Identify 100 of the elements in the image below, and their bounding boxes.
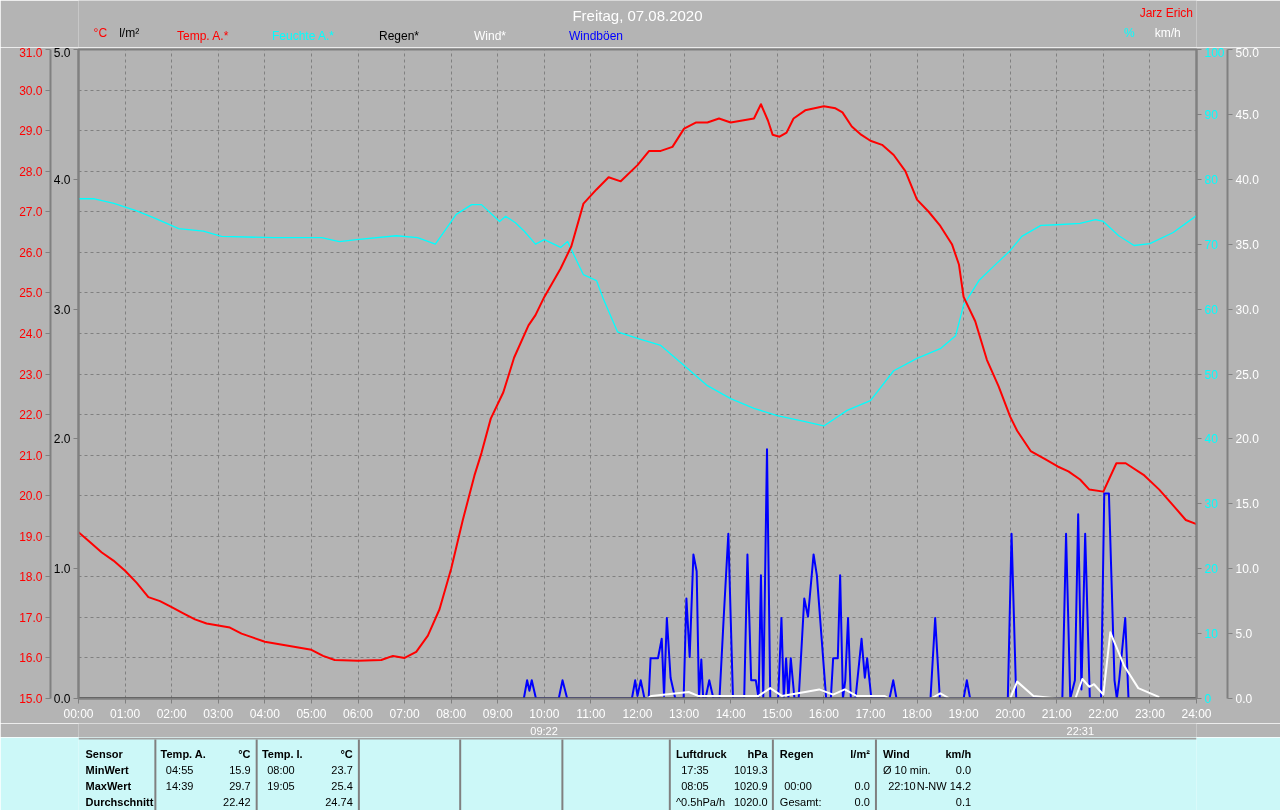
text: 5.0 <box>53 45 71 60</box>
y-tick-label: 31.0 <box>19 45 43 60</box>
y3-tick-label: 10.0 <box>1235 562 1260 577</box>
text: MinWert <box>85 763 130 776</box>
y2-tick-label: 50 <box>1204 367 1219 382</box>
text: Jarz Erich <box>1139 5 1194 20</box>
y-tick-label: 20.0 <box>19 489 43 504</box>
text: Feuchte A.* <box>272 29 335 43</box>
y-tick-label: 28.0 <box>19 164 43 179</box>
text: hPa <box>747 747 769 760</box>
text: Gesamt: <box>779 795 822 808</box>
text: Windböen <box>569 29 624 43</box>
x-tick-label: 13:00 <box>669 706 700 721</box>
text: 09:22 <box>530 724 558 737</box>
text: Temp. A.* <box>177 29 229 43</box>
y3-tick-label: 35.0 <box>1235 237 1260 252</box>
text: 1020.9 <box>734 779 768 792</box>
y-tick-label: 26.0 <box>19 245 43 260</box>
text: 0.0 <box>854 779 870 792</box>
text: l/m² <box>119 25 140 40</box>
text: 22:10 <box>888 779 916 792</box>
x-tick-label: 12:00 <box>622 706 653 721</box>
y3-tick-label: 15.0 <box>1235 497 1260 512</box>
text: 23.7 <box>331 763 353 776</box>
text: 1019.3 <box>734 763 768 776</box>
y3-tick-label: 40.0 <box>1235 172 1260 187</box>
x-tick-label: 22:00 <box>1088 706 1119 721</box>
y3-axis-title: km/h <box>1154 25 1181 40</box>
x-tick-label: 23:00 <box>1134 706 1166 721</box>
text: °C <box>340 747 353 760</box>
text: 0.0 <box>854 795 870 808</box>
text: 1.0 <box>53 562 71 577</box>
x-tick-label: 04:00 <box>249 706 281 721</box>
text: l/m² <box>850 747 871 760</box>
text: 22.42 <box>223 795 251 808</box>
y2-tick-label: 10 <box>1204 627 1219 642</box>
y3-tick-label: 50.0 <box>1235 45 1260 60</box>
x-tick-label: 00:00 <box>63 706 94 721</box>
x-tick-label: 01:00 <box>110 706 141 721</box>
y2-tick-label: 60 <box>1204 302 1219 317</box>
text: MaxWert <box>85 779 132 792</box>
x-tick-label: 21:00 <box>1041 706 1073 721</box>
x-tick-label: 08:00 <box>436 706 467 721</box>
y2-axis-title: % <box>1123 25 1135 40</box>
y2-tick-label: 20 <box>1204 562 1219 577</box>
x-tick-label: 06:00 <box>342 706 374 721</box>
x-tick-label: 11:00 <box>576 706 606 721</box>
x-tick-label: 10:00 <box>529 706 560 721</box>
text: 08:00 <box>267 763 295 776</box>
x-tick-label: 03:00 <box>203 706 234 721</box>
text: Wind* <box>474 29 507 43</box>
text: Temp. A. <box>160 747 206 760</box>
y2-tick-label: 70 <box>1204 237 1219 252</box>
text: 1020.0 <box>734 795 768 808</box>
text: 15.9 <box>229 763 251 776</box>
text: Sensor <box>85 747 124 760</box>
y-tick-label: 15.0 <box>19 692 43 706</box>
text: 25.4 <box>331 779 353 792</box>
text: 0.0 <box>53 692 71 706</box>
y-tick-label: 27.0 <box>19 205 43 220</box>
x-tick-label: 02:00 <box>156 706 188 721</box>
text: Regen <box>779 747 814 760</box>
text: ^0.5hPa/h <box>675 795 726 808</box>
y2-tick-label: 0 <box>1204 692 1212 706</box>
text: Wind <box>882 747 910 760</box>
y-tick-label: 17.0 <box>19 610 43 625</box>
x-tick-label: 15:00 <box>762 706 793 721</box>
text: 29.7 <box>229 779 251 792</box>
y2-tick-label: 30 <box>1204 497 1219 512</box>
text: N-NW 14.2 <box>916 779 972 792</box>
y-tick-label: 19.0 <box>19 529 43 544</box>
y-tick-label: 22.0 <box>19 408 43 423</box>
x-tick-label: 19:00 <box>948 706 979 721</box>
y-tick-label: 24.0 <box>19 326 43 341</box>
y3-tick-label: 45.0 <box>1235 107 1260 122</box>
text: km/h <box>945 747 972 760</box>
text: 3.0 <box>53 302 71 317</box>
y-tick-label: 29.0 <box>19 124 43 139</box>
x-tick-label: 14:00 <box>715 706 747 721</box>
x-tick-label: 17:00 <box>855 706 886 721</box>
chart-title: Freitag, 07.08.2020 <box>572 7 703 24</box>
text: 17:35 <box>681 763 709 776</box>
y3-tick-label: 20.0 <box>1235 432 1260 447</box>
x-tick-label: 18:00 <box>901 706 933 721</box>
y2-tick-label: 40 <box>1204 432 1219 447</box>
text: 0.1 <box>955 795 972 808</box>
y3-tick-label: 5.0 <box>1235 627 1253 642</box>
text: 08:05 <box>681 779 709 792</box>
y-tick-label: 23.0 <box>19 367 43 382</box>
text: °C <box>238 747 251 760</box>
text: 00:00 <box>784 779 812 792</box>
x-tick-label: 05:00 <box>296 706 327 721</box>
text: 4.0 <box>53 172 71 187</box>
x-tick-label: 24:00 <box>1181 706 1212 721</box>
text: 04:55 <box>165 763 194 776</box>
text: 14:39 <box>165 779 194 792</box>
y2-tick-label: 80 <box>1204 172 1219 187</box>
text: Durchschnitt <box>85 795 154 808</box>
text: 22:31 <box>1066 724 1095 737</box>
y3-tick-label: 25.0 <box>1235 367 1260 382</box>
